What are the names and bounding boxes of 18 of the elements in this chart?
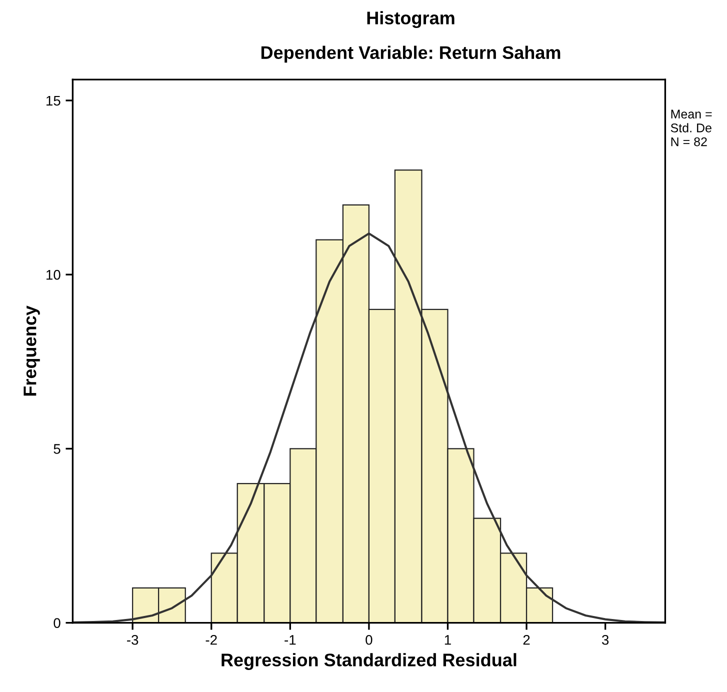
x-tick-label: 3	[602, 634, 609, 645]
y-tick-label: 5	[54, 444, 60, 454]
x-tick-label: -1	[284, 635, 296, 645]
y-tick-label: 10	[46, 270, 60, 280]
text: Mean =	[671, 110, 712, 119]
x-tick-label: -3	[127, 634, 138, 645]
text: Std. De	[670, 123, 712, 132]
text: N = 82	[671, 137, 707, 146]
x-tick-label: -2	[206, 634, 217, 645]
chart-title: Histogram	[367, 11, 454, 28]
y-axis-title: Frequency	[24, 306, 40, 396]
x-tick-label: 2	[523, 634, 530, 645]
x-tick-label: 1	[444, 635, 451, 645]
y-tick-label: 0	[54, 618, 60, 628]
x-tick-label: 0	[366, 634, 372, 645]
x-axis-title: Regression Standardized Residual	[222, 653, 516, 670]
y-tick-label: 15	[46, 96, 60, 106]
chart-subtitle: Dependent Variable: Return Saham	[261, 46, 560, 63]
